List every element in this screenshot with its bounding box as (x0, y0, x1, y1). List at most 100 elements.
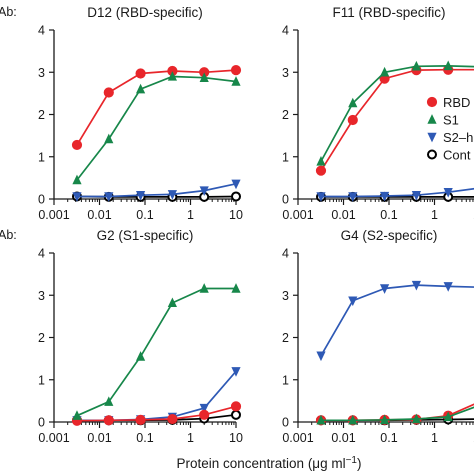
y-tick-label: 1 (282, 373, 289, 387)
data-point-s2h (199, 186, 209, 196)
y-tick-label: 1 (282, 150, 289, 164)
legend-label: RBD (443, 95, 470, 110)
data-point-s1 (379, 66, 390, 77)
plot-area (315, 280, 474, 426)
x-tick-label: 0.001 (38, 431, 69, 445)
data-point-s1 (443, 60, 453, 71)
x-tick-label: 10 (229, 431, 243, 445)
x-axis-label-superscript: −1 (346, 455, 358, 466)
data-point-s2h (135, 190, 146, 201)
data-point-s1 (231, 76, 241, 86)
series-line-rbd (76, 69, 237, 146)
x-axis-label-close: ) (357, 456, 362, 471)
data-point-s1 (379, 414, 390, 425)
data-point-s1 (104, 133, 114, 144)
y-tick-label: 2 (38, 331, 45, 345)
data-point-s1 (411, 413, 421, 424)
x-tick-label: 0.01 (87, 208, 111, 222)
x-tick-label: 0.1 (380, 208, 397, 222)
data-point-rbd (71, 139, 83, 151)
data-point-s1 (443, 411, 453, 422)
data-point-s2h (348, 296, 358, 307)
data-point-s2h (411, 280, 421, 291)
x-tick-label: 0.001 (282, 431, 313, 445)
data-point-rbd (103, 87, 114, 98)
x-tick-label: 1 (431, 208, 438, 222)
x-tick-label: 10 (229, 208, 243, 222)
x-tick-label: 0.1 (136, 431, 153, 445)
legend: RBD S1 S2–h Cont (426, 95, 473, 163)
panel-title: G2 (S1-specific) (97, 228, 194, 243)
x-tick-label: 0.1 (380, 431, 397, 445)
plot-area (71, 65, 242, 202)
legend-marker-s1 (427, 114, 437, 124)
data-point-s2h (104, 192, 114, 202)
data-point-s2h (443, 188, 453, 198)
legend-marker-rbd (426, 96, 438, 108)
y-tick-label: 0 (38, 193, 45, 207)
y-tick-label: 4 (282, 247, 289, 261)
data-point-s1 (411, 60, 421, 71)
y-tick-label: 2 (282, 108, 289, 122)
data-point-cont (231, 191, 241, 202)
data-point-s1 (104, 396, 114, 406)
data-point-s1 (316, 155, 326, 166)
data-point-s1 (135, 351, 146, 361)
panel-3: 0 1 2 3 4 0.001 0.01 0.1 1 10 G2 (S1-specific) (38, 228, 243, 445)
panel-title: D12 (RBD-specific) (87, 5, 203, 20)
series-line-s2h (321, 187, 474, 198)
data-point-s1 (316, 414, 326, 425)
antibody-label-bottom: Ab: (0, 228, 17, 242)
data-point-rbd (230, 401, 242, 412)
x-tick-label: 1 (187, 208, 194, 222)
data-point-s2h (72, 192, 82, 202)
plot-area (315, 60, 474, 202)
y-tick-label: 0 (282, 416, 289, 430)
series-line-rbd (76, 405, 237, 422)
data-point-s2h (443, 282, 453, 292)
y-tick-label: 3 (38, 289, 45, 303)
y-tick-label: 0 (38, 416, 45, 430)
legend-label: S1 (443, 113, 459, 128)
y-tick-label: 2 (38, 108, 45, 122)
x-tick-label: 0.1 (136, 208, 153, 222)
data-point-s2h (411, 190, 421, 201)
data-point-rbd (315, 165, 327, 176)
antibody-label-top: Ab: (0, 5, 17, 19)
legend-label: S2–h (443, 130, 473, 145)
data-point-s2h (231, 179, 241, 190)
y-tick-label: 4 (282, 24, 289, 38)
data-point-s2h (379, 284, 390, 294)
series-line-s1 (320, 65, 474, 162)
series-line-s1 (76, 287, 236, 417)
data-point-s1 (72, 410, 82, 420)
x-axis-label-main: Protein concentration (μg ml (176, 456, 345, 471)
panel-title: F11 (RBD-specific) (332, 5, 445, 20)
data-point-rbd (135, 68, 146, 79)
x-tick-label: 0.01 (331, 431, 355, 445)
x-tick-label: 0.001 (282, 208, 313, 222)
data-point-rbd (103, 415, 114, 426)
y-tick-label: 4 (38, 247, 45, 261)
data-point-s2h (316, 351, 326, 362)
y-tick-label: 2 (282, 331, 289, 345)
x-tick-label: 0.001 (38, 208, 69, 222)
data-point-s1 (199, 283, 209, 293)
data-point-rbd (230, 65, 242, 76)
series-line-s2h (320, 284, 474, 357)
y-tick-label: 3 (282, 289, 289, 303)
data-point-s1 (231, 283, 241, 293)
y-tick-label: 1 (38, 373, 45, 387)
data-point-cont (231, 409, 241, 420)
series-line-s1 (76, 75, 237, 181)
panel-1: 0 1 2 3 4 0.001 0.01 0.1 1 10 D12 (RBD-specific) (38, 5, 243, 222)
y-tick-label: 3 (38, 66, 45, 80)
data-point-rbd (135, 414, 146, 425)
x-tick-label: 1 (187, 431, 194, 445)
x-axis-label: Protein concentration (μg ml−1) (176, 455, 361, 471)
y-tick-label: 3 (282, 66, 289, 80)
data-point-rbd (347, 114, 358, 126)
data-point-s2h (167, 190, 177, 200)
